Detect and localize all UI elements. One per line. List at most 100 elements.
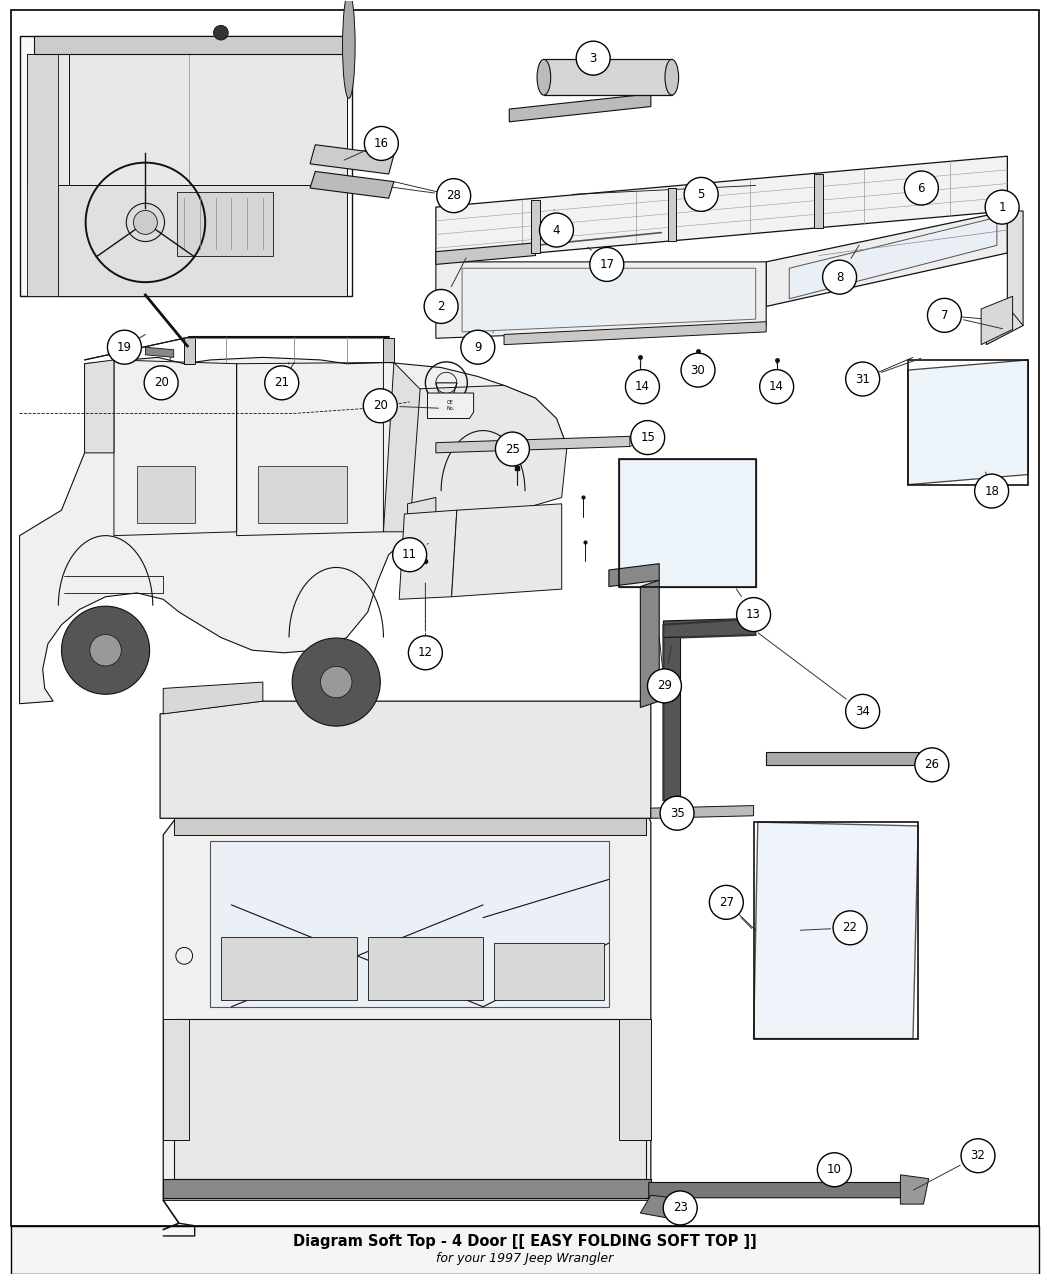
Text: 31: 31 (855, 372, 870, 385)
Bar (908, 360, 1028, 484)
Polygon shape (136, 465, 194, 523)
Circle shape (822, 260, 857, 295)
Polygon shape (27, 55, 346, 185)
Bar (815, 173, 823, 228)
Circle shape (648, 669, 681, 703)
Text: 13: 13 (747, 608, 761, 621)
Polygon shape (160, 701, 651, 819)
Polygon shape (163, 1020, 189, 1140)
Polygon shape (399, 510, 457, 599)
Polygon shape (173, 816, 646, 835)
Polygon shape (410, 385, 567, 542)
Text: OE
No.: OE No. (446, 400, 455, 411)
Bar (754, 822, 919, 1039)
Polygon shape (609, 564, 659, 586)
Circle shape (817, 1153, 852, 1187)
Text: 14: 14 (770, 380, 784, 393)
Polygon shape (494, 944, 604, 1001)
Text: 11: 11 (402, 548, 417, 561)
Circle shape (927, 298, 962, 333)
Polygon shape (766, 752, 923, 765)
Text: 15: 15 (640, 431, 655, 444)
Circle shape (590, 247, 624, 282)
Circle shape (760, 370, 794, 404)
Circle shape (364, 126, 398, 161)
Polygon shape (163, 784, 651, 1200)
Polygon shape (620, 1020, 651, 1140)
Text: 34: 34 (855, 705, 870, 718)
Circle shape (985, 190, 1020, 224)
Polygon shape (163, 682, 262, 714)
Polygon shape (163, 1178, 651, 1197)
Circle shape (292, 638, 380, 725)
Text: 22: 22 (842, 922, 858, 935)
Polygon shape (664, 618, 756, 638)
Circle shape (660, 797, 694, 830)
Polygon shape (427, 393, 474, 418)
Bar (531, 200, 540, 252)
Polygon shape (20, 357, 567, 704)
Bar (12, 1225, 1038, 1274)
Circle shape (626, 370, 659, 404)
Circle shape (685, 177, 718, 212)
Circle shape (265, 366, 298, 400)
Polygon shape (436, 261, 766, 338)
Circle shape (833, 910, 867, 945)
Text: 10: 10 (827, 1163, 842, 1177)
Polygon shape (436, 157, 1007, 261)
Text: 17: 17 (600, 258, 614, 270)
Circle shape (664, 1191, 697, 1225)
Bar (35, 37, 349, 55)
Circle shape (133, 210, 158, 235)
Circle shape (496, 432, 529, 467)
Polygon shape (436, 436, 630, 453)
Polygon shape (310, 145, 394, 173)
Text: 32: 32 (970, 1149, 986, 1163)
Polygon shape (59, 185, 347, 296)
Polygon shape (986, 210, 1023, 344)
Polygon shape (664, 625, 680, 801)
Text: Diagram Soft Top - 4 Door [[ EASY FOLDING SOFT TOP ]]: Diagram Soft Top - 4 Door [[ EASY FOLDIN… (293, 1233, 757, 1248)
Polygon shape (383, 362, 420, 532)
Bar (620, 459, 756, 586)
Polygon shape (27, 55, 59, 296)
Polygon shape (407, 497, 436, 542)
Polygon shape (436, 242, 536, 264)
Polygon shape (173, 1020, 646, 1178)
Circle shape (62, 606, 149, 695)
Polygon shape (901, 1174, 928, 1204)
Circle shape (408, 636, 442, 669)
Polygon shape (452, 504, 562, 597)
Circle shape (974, 474, 1009, 507)
Circle shape (845, 362, 880, 397)
Polygon shape (220, 937, 357, 1001)
Circle shape (107, 330, 142, 365)
Polygon shape (766, 210, 1007, 306)
Text: for your 1997 Jeep Wrangler: for your 1997 Jeep Wrangler (437, 1252, 613, 1265)
Circle shape (424, 289, 458, 324)
Ellipse shape (665, 60, 678, 96)
Polygon shape (509, 94, 651, 122)
Text: 12: 12 (418, 646, 433, 659)
Circle shape (737, 598, 771, 631)
Text: 9: 9 (474, 340, 482, 353)
Circle shape (90, 635, 122, 666)
Circle shape (710, 885, 743, 919)
Text: 27: 27 (719, 896, 734, 909)
Polygon shape (462, 268, 756, 332)
Circle shape (681, 353, 715, 388)
Text: 29: 29 (657, 680, 672, 692)
Text: 6: 6 (918, 181, 925, 195)
Polygon shape (651, 806, 754, 819)
Polygon shape (210, 842, 609, 1007)
Text: 4: 4 (552, 223, 561, 237)
Circle shape (904, 171, 939, 205)
Polygon shape (368, 937, 483, 1001)
Polygon shape (908, 360, 1028, 484)
Polygon shape (640, 580, 659, 708)
Polygon shape (790, 217, 996, 298)
Text: 8: 8 (836, 270, 843, 283)
Bar (668, 187, 676, 241)
Text: 23: 23 (673, 1201, 688, 1215)
Polygon shape (640, 1195, 693, 1220)
